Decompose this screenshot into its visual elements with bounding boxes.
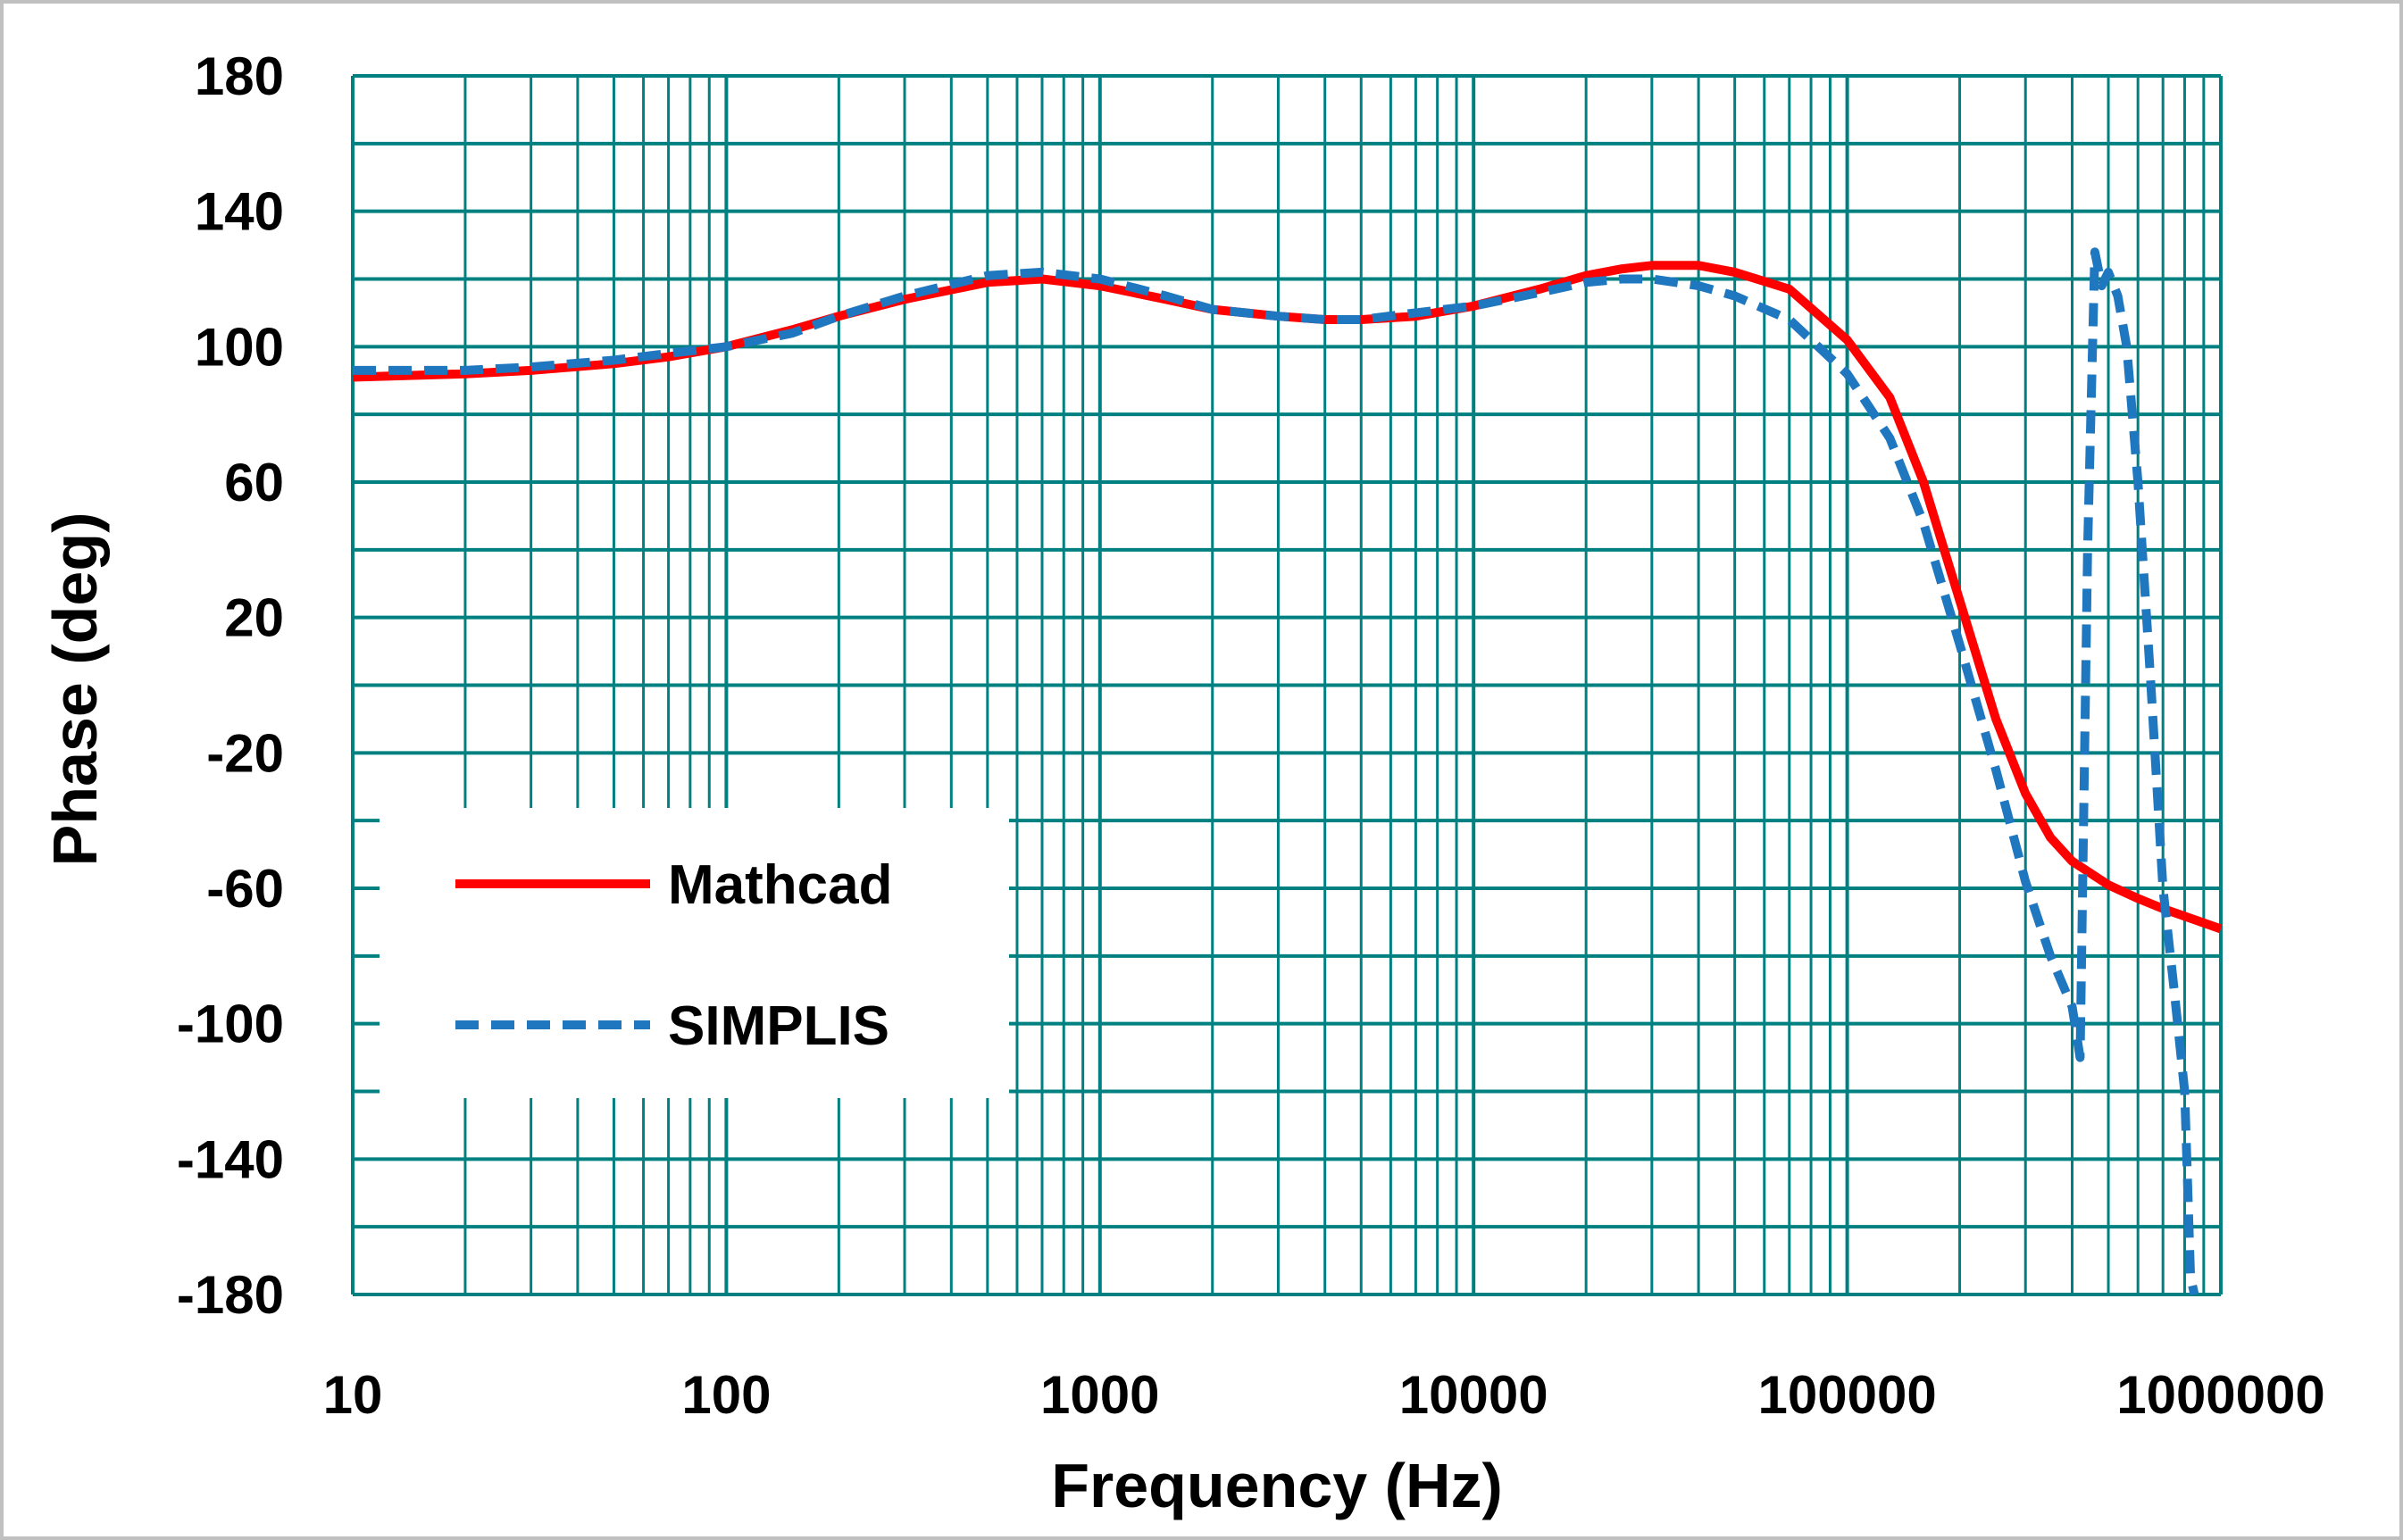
x-tick-label: 100000 — [1757, 1365, 1936, 1425]
x-tick-label: 10000 — [1399, 1365, 1548, 1425]
y-tick-label: -140 — [177, 1129, 284, 1189]
y-tick-label: 180 — [195, 46, 284, 106]
y-tick-label: 140 — [195, 182, 284, 242]
x-tick-label: 10 — [323, 1365, 383, 1425]
x-tick-label: 1000 — [1040, 1365, 1159, 1425]
y-tick-label: -60 — [206, 859, 284, 919]
grid — [351, 74, 2223, 1296]
legend-box — [380, 808, 1009, 1098]
y-tick-label: -20 — [206, 723, 284, 783]
y-tick-label: 100 — [195, 317, 284, 377]
legend-label-simplis: SIMPLIS — [668, 995, 889, 1057]
x-tick-label: 100 — [681, 1365, 771, 1425]
x-tick-label: 1000000 — [2116, 1365, 2325, 1425]
y-tick-label: -100 — [177, 995, 284, 1054]
series-layer — [352, 247, 2223, 1296]
y-tick-label: 60 — [224, 453, 284, 512]
x-axis-title: Frequency (Hz) — [1051, 1451, 1503, 1520]
y-tick-label: 20 — [224, 588, 284, 648]
tick-labels: 180 140 100 60 20 -20 -60 -100 -140 -180 10 100 1000… — [177, 46, 2325, 1425]
legend-label-mathcad: Mathcad — [668, 854, 892, 916]
y-axis-title: Phase (deg) — [40, 512, 110, 867]
y-tick-label: -180 — [177, 1265, 284, 1325]
series-line-simplis — [353, 247, 2199, 1296]
legend: Mathcad SIMPLIS — [380, 808, 1009, 1098]
